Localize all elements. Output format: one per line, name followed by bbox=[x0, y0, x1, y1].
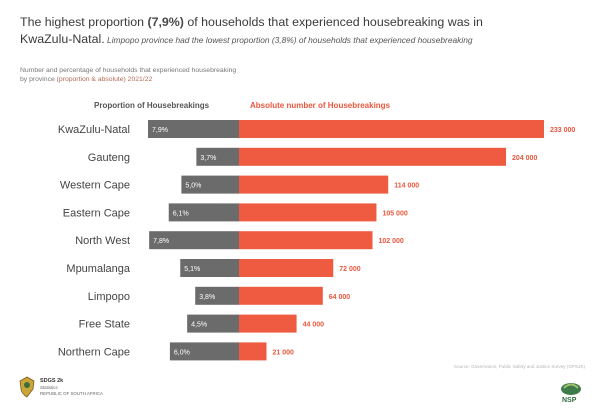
category-label: Eastern Cape bbox=[63, 207, 130, 219]
absolute-label: 21 000 bbox=[272, 349, 294, 356]
absolute-label: 105 000 bbox=[382, 210, 407, 217]
category-label: North West bbox=[75, 235, 130, 247]
absolute-bar bbox=[239, 286, 323, 305]
source-note: Source: Governance, Public Safety and Ju… bbox=[454, 364, 585, 369]
proportion-label: 6,1% bbox=[173, 210, 189, 217]
subtitle-line-2: by province bbox=[20, 76, 57, 83]
proportion-bar bbox=[169, 342, 239, 361]
proportion-label: 4,5% bbox=[191, 322, 207, 329]
proportion-bar bbox=[168, 203, 239, 222]
proportion-header: Proportion of Housebreakings bbox=[94, 101, 210, 110]
absolute-label: 114 000 bbox=[394, 183, 419, 190]
absolute-bar bbox=[239, 147, 507, 166]
chart-subtitle: Number and percentage of households that… bbox=[20, 66, 380, 84]
category-label: Mpumalanga bbox=[66, 263, 130, 275]
housebreaking-chart: KwaZulu-Natal 7,9% 233 000 Gauteng 3,7% 204 0… bbox=[58, 120, 575, 361]
headline: The highest proportion (7,9%) of househo… bbox=[20, 14, 585, 49]
absolute-header: Absolute number of Housebreakings bbox=[250, 101, 391, 110]
category-label: Limpopo bbox=[88, 291, 130, 303]
headline-text: The highest proportion bbox=[20, 15, 148, 29]
absolute-bar bbox=[239, 259, 334, 277]
headline-highlight: (7,9%) bbox=[147, 15, 184, 29]
absolute-label: 72 000 bbox=[339, 266, 361, 273]
proportion-label: 5,1% bbox=[184, 266, 200, 273]
headline-note: Limpopo province had the lowest proporti… bbox=[104, 35, 473, 45]
proportion-bar bbox=[196, 147, 239, 166]
nsp-logo-text: NSP bbox=[562, 397, 577, 404]
proportion-bar bbox=[180, 259, 239, 277]
absolute-bar bbox=[239, 314, 297, 333]
proportion-label: 7,8% bbox=[153, 238, 169, 245]
coat-of-arms-icon bbox=[19, 376, 35, 398]
headline-text-2: of households that experienced housebrea… bbox=[183, 15, 483, 29]
proportion-label: 3,7% bbox=[200, 155, 216, 162]
absolute-label: 102 000 bbox=[379, 238, 404, 245]
dept-line-1: SDGS 2k bbox=[40, 378, 64, 384]
absolute-label: 204 000 bbox=[512, 155, 537, 162]
category-label: Gauteng bbox=[88, 152, 130, 164]
subtitle-highlight: (proportion & absolute) 2021/22 bbox=[56, 76, 153, 83]
dept-line-3: REPUBLIC OF SOUTH AFRICA bbox=[40, 391, 103, 396]
proportion-bar bbox=[149, 231, 239, 250]
absolute-bar bbox=[239, 231, 373, 250]
proportion-bar bbox=[187, 314, 239, 333]
subtitle-line-1: Number and percentage of households that… bbox=[20, 67, 237, 74]
proportion-label: 6,0% bbox=[174, 349, 190, 356]
proportion-bar bbox=[181, 175, 239, 194]
headline-province: KwaZulu-Natal. bbox=[20, 32, 105, 46]
proportion-label: 5,0% bbox=[185, 183, 201, 190]
proportion-label: 7,9% bbox=[152, 127, 168, 134]
proportion-bar bbox=[195, 286, 239, 305]
nsp-logo-icon bbox=[561, 383, 581, 395]
absolute-bar bbox=[239, 342, 267, 361]
proportion-bar bbox=[148, 120, 239, 138]
absolute-label: 44 000 bbox=[303, 322, 325, 329]
absolute-label: 64 000 bbox=[329, 294, 351, 301]
absolute-bar bbox=[239, 120, 544, 138]
absolute-label: 233 000 bbox=[550, 127, 575, 134]
category-label: Northern Cape bbox=[58, 346, 130, 358]
absolute-bar bbox=[239, 203, 377, 222]
category-label: KwaZulu-Natal bbox=[58, 124, 130, 136]
department-logo-text: SDGS 2k Statistics REPUBLIC OF SOUTH AFR… bbox=[40, 378, 103, 398]
category-label: Western Cape bbox=[60, 180, 130, 192]
category-label: Free State bbox=[79, 319, 130, 331]
absolute-bar bbox=[239, 175, 389, 194]
proportion-label: 3,8% bbox=[199, 294, 215, 301]
dept-line-2: Statistics bbox=[40, 384, 58, 390]
